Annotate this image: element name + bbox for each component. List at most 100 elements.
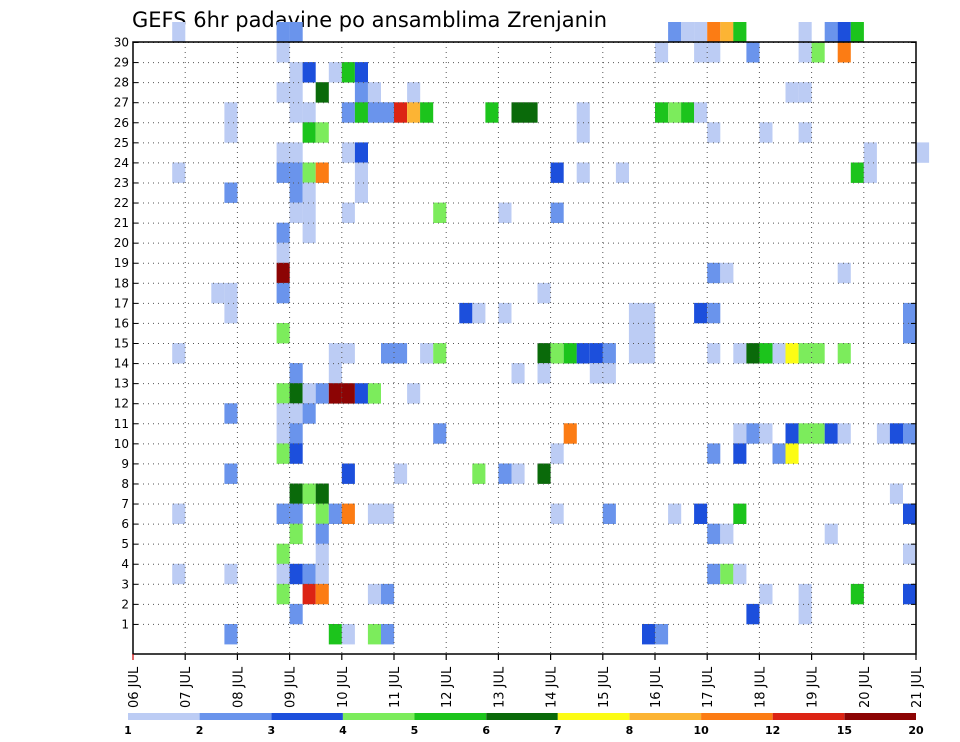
precip-cell: [289, 383, 303, 404]
precip-cell: [628, 343, 642, 364]
precip-cell: [642, 343, 656, 364]
precip-cell: [354, 182, 368, 203]
precip-cell: [394, 102, 408, 123]
precip-cell: [798, 82, 812, 103]
precip-cell: [341, 102, 355, 123]
precip-cell: [328, 363, 342, 384]
precip-cell: [903, 503, 917, 524]
precip-cell: [916, 142, 930, 163]
precip-cell: [289, 142, 303, 163]
precip-cell: [707, 122, 721, 143]
precip-cell: [276, 282, 290, 304]
precip-cell: [276, 262, 290, 284]
precip-cell: [420, 343, 434, 364]
precip-cell: [550, 343, 564, 364]
x-tick-label: 19 JUL: [806, 666, 821, 708]
legend-boundary-label: 4: [339, 724, 347, 737]
y-axis: 1234567891011121314151617181920212223242…: [114, 36, 916, 631]
y-tick-label: 21: [114, 216, 129, 230]
precip-cell: [381, 624, 395, 645]
precip-cell: [628, 323, 642, 344]
precip-cell: [407, 383, 421, 404]
precip-cell: [511, 463, 525, 484]
precip-cell: [172, 503, 186, 524]
precip-cell: [602, 503, 616, 524]
y-tick-label: 13: [114, 377, 129, 391]
precip-cell: [837, 343, 851, 364]
x-tick-label: 18 JUL: [753, 666, 768, 708]
chart-title: GEFS 6hr padavine po ansamblima Zrenjani…: [132, 8, 607, 32]
precip-cell: [694, 503, 708, 524]
precip-cell: [289, 403, 303, 424]
precip-cell: [354, 142, 368, 163]
precip-cell: [315, 583, 329, 605]
legend-boundary-label: 7: [554, 724, 562, 737]
x-tick-label: 21 JUL: [910, 666, 925, 708]
precip-cell: [367, 624, 381, 645]
precip-cell: [302, 62, 316, 83]
x-tick-label: 11 JUL: [388, 666, 403, 708]
precip-cell: [772, 343, 786, 364]
precip-cell: [694, 22, 708, 43]
precip-cell: [876, 423, 890, 444]
precip-cell: [289, 202, 303, 223]
precip-cell: [589, 363, 603, 384]
precip-cell: [289, 22, 303, 43]
precip-cell: [315, 162, 329, 183]
precip-cell: [472, 302, 486, 324]
y-tick-label: 2: [121, 597, 129, 611]
precip-cell: [276, 443, 290, 464]
precip-cell: [707, 262, 721, 284]
precip-cell: [498, 463, 512, 484]
precip-cell: [498, 202, 512, 223]
precip-cell: [524, 102, 538, 123]
precip-cell: [785, 423, 799, 444]
precip-cell: [276, 403, 290, 424]
precip-cell: [341, 202, 355, 223]
precip-cell: [341, 142, 355, 163]
precip-cell: [537, 363, 551, 384]
precip-cell: [315, 503, 329, 524]
grid-lines: [133, 42, 916, 654]
precip-cell: [302, 222, 316, 244]
precip-cell: [720, 22, 734, 43]
precip-cell: [224, 563, 238, 585]
legend-color-swatch: [199, 713, 272, 720]
precip-cell: [289, 162, 303, 183]
precip-cell: [315, 523, 329, 545]
precip-cell: [302, 383, 316, 404]
y-tick-label: 29: [114, 56, 129, 70]
precip-cell: [276, 162, 290, 183]
precip-cell: [707, 563, 721, 585]
precip-cell: [720, 262, 734, 284]
y-tick-label: 28: [114, 76, 129, 90]
precip-cell: [903, 323, 917, 344]
precip-cell: [733, 343, 747, 364]
precip-cell: [863, 142, 877, 163]
precip-cell: [903, 423, 917, 444]
precip-cell: [811, 42, 825, 63]
precip-cell: [433, 202, 447, 223]
precip-cell: [276, 82, 290, 103]
precip-cell: [354, 162, 368, 183]
precip-cell: [394, 343, 408, 364]
precip-cell: [681, 22, 695, 43]
precip-cell: [302, 563, 316, 585]
precip-cell: [224, 624, 238, 645]
precip-cell: [537, 343, 551, 364]
precip-cell: [302, 483, 316, 504]
y-tick-label: 18: [114, 276, 129, 290]
precip-cell: [302, 583, 316, 605]
precip-cell: [707, 523, 721, 545]
precip-cell: [289, 603, 303, 625]
precip-cell: [642, 624, 656, 645]
precip-cell: [798, 122, 812, 143]
precip-cell: [407, 82, 421, 103]
x-tick-label: 08 JUL: [231, 666, 246, 708]
precip-cell: [276, 242, 290, 264]
precip-cell: [172, 343, 186, 364]
precip-cell: [367, 503, 381, 524]
precip-cell: [498, 302, 512, 324]
y-tick-label: 19: [114, 256, 129, 270]
precip-cell: [354, 383, 368, 404]
